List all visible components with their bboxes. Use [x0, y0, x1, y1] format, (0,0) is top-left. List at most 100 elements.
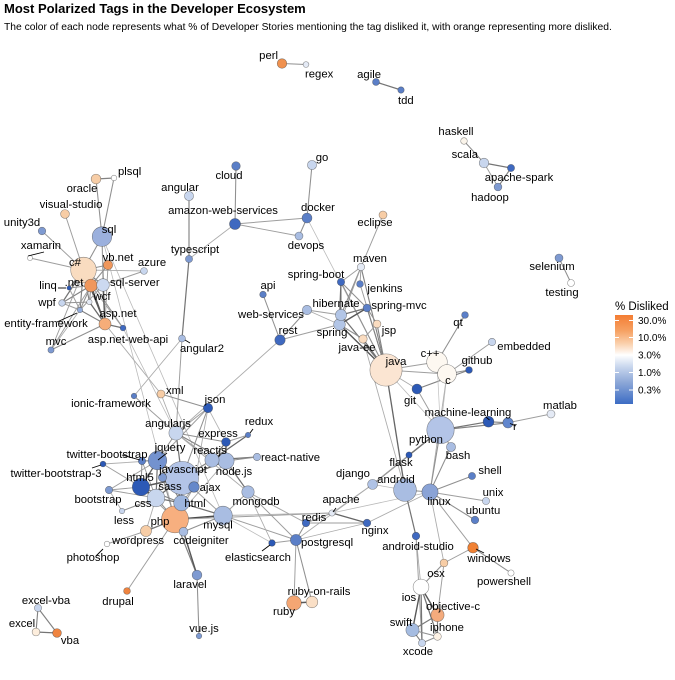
- svg-text:typescript: typescript: [171, 244, 220, 256]
- svg-text:vba: vba: [61, 635, 80, 647]
- svg-text:api: api: [260, 280, 275, 292]
- svg-text:.net: .net: [65, 277, 85, 289]
- svg-text:less: less: [114, 515, 134, 527]
- svg-text:objective-c: objective-c: [426, 601, 480, 613]
- svg-text:postgresql: postgresql: [301, 537, 353, 549]
- svg-text:unity3d: unity3d: [4, 217, 40, 229]
- svg-text:spring: spring: [317, 327, 348, 339]
- svg-text:azure: azure: [138, 257, 166, 269]
- svg-text:css: css: [135, 498, 152, 510]
- svg-text:android: android: [377, 474, 415, 486]
- svg-text:elasticsearch: elasticsearch: [225, 552, 291, 564]
- svg-text:plsql: plsql: [118, 166, 141, 178]
- svg-text:spring-boot: spring-boot: [288, 269, 345, 281]
- svg-text:mongodb: mongodb: [232, 496, 279, 508]
- svg-text:r: r: [513, 421, 517, 433]
- svg-text:ionic-framework: ionic-framework: [71, 398, 151, 410]
- svg-text:vue.js: vue.js: [189, 623, 219, 635]
- svg-text:shell: shell: [478, 465, 501, 477]
- svg-text:node.js: node.js: [216, 466, 253, 478]
- svg-text:web-services: web-services: [237, 309, 304, 321]
- svg-text:reactjs: reactjs: [193, 445, 227, 457]
- svg-text:ruby-on-rails: ruby-on-rails: [288, 586, 351, 598]
- svg-text:jquery: jquery: [154, 442, 186, 454]
- svg-text:sql-server: sql-server: [110, 277, 160, 289]
- svg-text:ajax: ajax: [200, 482, 221, 494]
- svg-text:apache-spark: apache-spark: [485, 172, 554, 184]
- svg-text:photoshop: photoshop: [67, 552, 120, 564]
- svg-text:eclipse: eclipse: [357, 217, 392, 229]
- svg-text:github: github: [462, 355, 493, 367]
- svg-text:express: express: [198, 428, 238, 440]
- svg-text:javascript: javascript: [158, 464, 208, 476]
- svg-text:excel: excel: [9, 618, 35, 630]
- svg-text:mysql: mysql: [203, 520, 233, 532]
- svg-text:linux: linux: [427, 496, 451, 508]
- svg-text:oracle: oracle: [67, 183, 98, 195]
- svg-text:3.0%: 3.0%: [638, 351, 661, 362]
- svg-text:entity-framework: entity-framework: [4, 318, 88, 330]
- svg-text:10.0%: 10.0%: [638, 333, 666, 344]
- svg-text:machine-learning: machine-learning: [425, 407, 512, 419]
- svg-text:The color of each node represe: The color of each node represents what %…: [4, 22, 612, 33]
- svg-text:jsp: jsp: [381, 325, 396, 337]
- svg-text:twitter-bootstrap: twitter-bootstrap: [67, 449, 148, 461]
- svg-text:iphone: iphone: [430, 622, 464, 634]
- svg-text:angular2: angular2: [180, 343, 224, 355]
- svg-text:scala: scala: [452, 149, 479, 161]
- svg-text:json: json: [204, 394, 226, 406]
- svg-text:perl: perl: [259, 50, 278, 62]
- svg-text:visual-studio: visual-studio: [40, 199, 103, 211]
- svg-text:sass: sass: [158, 481, 182, 493]
- svg-text:android-studio: android-studio: [382, 541, 454, 553]
- svg-text:drupal: drupal: [102, 596, 133, 608]
- svg-text:java: java: [385, 356, 407, 368]
- svg-text:laravel: laravel: [173, 579, 206, 591]
- svg-text:ruby: ruby: [273, 606, 295, 618]
- svg-text:cloud: cloud: [215, 170, 242, 182]
- svg-text:php: php: [151, 516, 170, 528]
- svg-text:hadoop: hadoop: [471, 192, 509, 204]
- svg-text:java-ee: java-ee: [337, 342, 375, 354]
- svg-text:react-native: react-native: [261, 452, 320, 464]
- svg-text:unix: unix: [483, 487, 504, 499]
- svg-text:regex: regex: [305, 69, 334, 81]
- svg-text:ios: ios: [402, 592, 417, 604]
- svg-text:nginx: nginx: [361, 525, 388, 537]
- svg-text:osx: osx: [427, 568, 445, 580]
- svg-text:devops: devops: [288, 240, 325, 252]
- svg-text:amazon-web-services: amazon-web-services: [168, 205, 278, 217]
- svg-text:windows: windows: [466, 553, 511, 565]
- svg-text:embedded: embedded: [497, 341, 550, 353]
- svg-text:maven: maven: [353, 253, 387, 265]
- svg-text:wcf: wcf: [93, 291, 112, 303]
- svg-text:matlab: matlab: [543, 400, 577, 412]
- svg-text:html: html: [184, 498, 205, 510]
- svg-text:docker: docker: [301, 202, 335, 214]
- svg-text:jenkins: jenkins: [366, 283, 403, 295]
- svg-text:vb.net: vb.net: [103, 252, 135, 264]
- svg-text:twitter-bootstrap-3: twitter-bootstrap-3: [10, 468, 101, 480]
- svg-text:selenium: selenium: [529, 261, 574, 273]
- svg-text:apache: apache: [322, 494, 359, 506]
- svg-text:powershell: powershell: [477, 576, 531, 588]
- svg-text:redux: redux: [245, 416, 274, 428]
- svg-text:xml: xml: [166, 385, 184, 397]
- svg-text:c++: c++: [421, 348, 440, 360]
- svg-text:linq: linq: [39, 280, 57, 292]
- svg-text:flask: flask: [389, 457, 413, 469]
- svg-text:tdd: tdd: [398, 95, 414, 107]
- svg-text:ubuntu: ubuntu: [466, 505, 501, 517]
- svg-text:wordpress: wordpress: [111, 535, 164, 547]
- svg-text:1.0%: 1.0%: [638, 368, 661, 379]
- svg-text:Most Polarized Tags in the Dev: Most Polarized Tags in the Developer Eco…: [4, 1, 306, 16]
- svg-text:qt: qt: [453, 317, 463, 329]
- svg-text:c#: c#: [69, 257, 82, 269]
- svg-text:mvc: mvc: [46, 336, 67, 348]
- svg-text:0.3%: 0.3%: [638, 386, 661, 397]
- svg-text:asp.net-web-api: asp.net-web-api: [88, 334, 168, 346]
- svg-text:xamarin: xamarin: [21, 240, 61, 252]
- svg-text:go: go: [316, 152, 329, 164]
- svg-text:swift: swift: [390, 617, 413, 629]
- svg-text:excel-vba: excel-vba: [22, 595, 71, 607]
